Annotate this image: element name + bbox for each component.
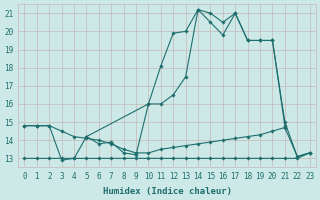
X-axis label: Humidex (Indice chaleur): Humidex (Indice chaleur) [102,187,232,196]
